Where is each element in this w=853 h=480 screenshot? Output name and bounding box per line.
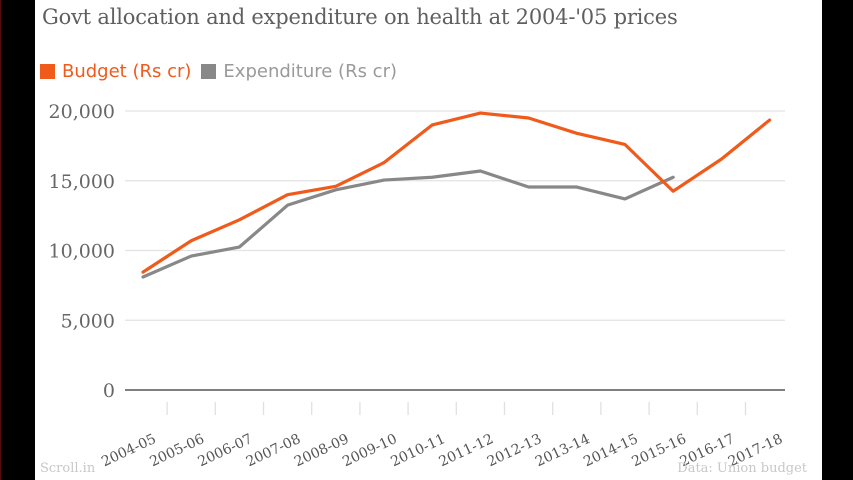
x-tick-label: 2011-12 (437, 431, 496, 470)
x-tick-label: 2008-09 (292, 431, 351, 470)
x-tick-label: 2005-06 (147, 431, 207, 470)
series-line-budget (141, 111, 772, 274)
footer-credit: Scroll.in (40, 461, 96, 476)
y-tick-label: 0 (103, 380, 115, 402)
y-tick-label: 10,000 (49, 241, 115, 263)
footer-source: Data: Union budget (677, 461, 807, 476)
x-tick-label: 2007-08 (244, 431, 303, 470)
legend-item-budget: Budget (Rs cr) (40, 61, 191, 82)
legend-label-expenditure: Expenditure (Rs cr) (223, 61, 397, 82)
legend-item-expenditure: Expenditure (Rs cr) (201, 61, 397, 82)
chart-title: Govt allocation and expenditure on healt… (42, 5, 678, 29)
x-tick-label: 2006-07 (196, 431, 255, 470)
y-tick-label: 5,000 (61, 310, 115, 332)
line-chart: 05,00010,00015,00020,0002004-052005-0620… (49, 101, 786, 470)
legend-swatch-budget (40, 64, 55, 79)
x-tick-label: 2010-11 (388, 431, 447, 470)
series-line-expenditure (141, 169, 675, 279)
x-tick-label: 2004-05 (99, 431, 158, 470)
x-tick-label: 2009-10 (340, 431, 399, 470)
x-tick-label: 2014-15 (581, 431, 640, 470)
x-tick-label: 2012-13 (485, 431, 544, 470)
y-tick-label: 15,000 (49, 171, 115, 193)
chart-canvas: Govt allocation and expenditure on healt… (35, 0, 822, 480)
y-tick-label: 20,000 (49, 101, 115, 123)
legend: Budget (Rs cr) Expenditure (Rs cr) (40, 61, 407, 82)
x-tick-label: 2013-14 (533, 431, 593, 470)
legend-swatch-expenditure (201, 64, 217, 79)
left-frame-bar (0, 0, 35, 480)
right-frame-bar (822, 0, 853, 480)
legend-label-budget: Budget (Rs cr) (62, 61, 192, 82)
